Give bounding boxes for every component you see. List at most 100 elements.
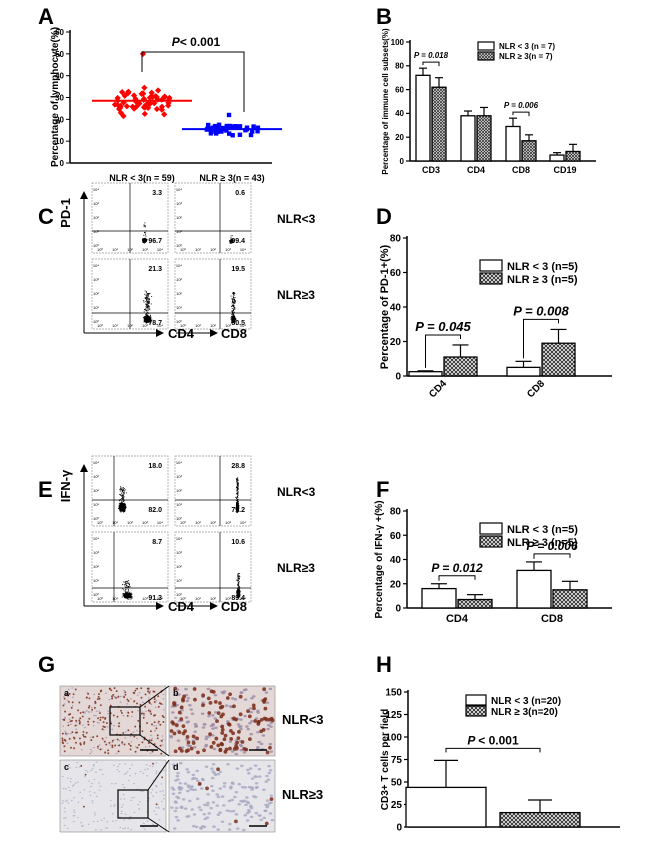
nucleus	[129, 775, 132, 777]
nucleus	[103, 817, 105, 819]
event-dot	[232, 239, 234, 241]
event-dot	[230, 317, 232, 319]
event-dot	[237, 496, 238, 497]
event-dot	[122, 494, 124, 496]
cd3-positive-cell	[136, 687, 139, 690]
event-dot	[232, 300, 234, 302]
cd3-positive-cell	[132, 691, 135, 694]
cd3-positive-cell	[208, 700, 213, 705]
event-dot	[128, 591, 130, 593]
nucleus	[158, 819, 161, 821]
event-dot	[236, 481, 238, 483]
event-dot	[237, 595, 239, 597]
nucleus	[250, 697, 254, 700]
cd3-positive-cell	[136, 702, 138, 705]
nucleus	[118, 740, 121, 742]
event-dot	[123, 493, 125, 495]
event-dot	[144, 318, 145, 320]
nucleus	[102, 739, 105, 741]
event-dot	[237, 500, 239, 502]
event-dot	[230, 237, 232, 239]
event-dot	[236, 591, 238, 593]
nucleus	[150, 734, 152, 736]
nucleus	[155, 786, 158, 788]
cd3-positive-cell	[108, 687, 111, 690]
event-dot	[236, 489, 238, 491]
cd3-positive-cell	[111, 695, 113, 698]
nucleus	[234, 752, 239, 756]
nucleus	[89, 736, 92, 738]
event-dot	[148, 293, 149, 295]
cd3-positive-cell	[124, 693, 127, 696]
cd3-positive-cell	[99, 716, 102, 719]
y-tick-label: 100	[391, 38, 405, 47]
event-dot	[238, 591, 240, 593]
nucleus	[105, 692, 107, 694]
event-dot	[146, 298, 148, 300]
nucleus	[81, 724, 84, 726]
arrow-head	[210, 329, 218, 337]
nucleus	[162, 698, 165, 700]
data-point-nlr-low	[148, 89, 155, 96]
event-dot	[144, 320, 146, 322]
legend-swatch	[479, 272, 503, 285]
event-dot	[125, 593, 127, 594]
x-tick-label: 10³	[225, 596, 231, 601]
event-dot	[122, 499, 124, 500]
event-dot	[122, 508, 124, 510]
event-dot	[230, 242, 232, 244]
cd3-positive-cell	[177, 730, 182, 735]
event-dot	[233, 304, 234, 306]
nucleus	[248, 707, 253, 710]
event-dot	[238, 589, 240, 591]
cd3-positive-cell	[142, 716, 145, 719]
event-dot	[237, 584, 239, 586]
nucleus	[71, 687, 74, 689]
event-dot	[229, 242, 231, 244]
event-dot	[122, 495, 124, 497]
category-label: CD8	[541, 613, 563, 625]
event-dot	[233, 315, 235, 317]
nucleus	[249, 710, 254, 714]
nucleus	[116, 765, 119, 768]
event-dot	[238, 583, 240, 585]
event-dot	[123, 505, 125, 506]
event-dot	[147, 309, 149, 311]
cd3-positive-cell	[68, 737, 71, 740]
event-dot	[120, 486, 121, 488]
nucleus	[261, 734, 266, 737]
event-dot	[120, 488, 122, 490]
cd3-positive-cell	[112, 693, 115, 696]
nucleus	[127, 827, 130, 829]
data-point-nlr-high	[237, 132, 243, 137]
cd3-positive-cell	[137, 719, 140, 722]
data-point-nlr-low	[141, 110, 148, 117]
event-dot	[122, 510, 124, 512]
event-dot	[145, 320, 147, 322]
data-point-nlr-high	[226, 124, 232, 129]
event-dot	[232, 305, 234, 307]
event-dot	[123, 584, 125, 586]
cd3-positive-cell	[179, 717, 184, 721]
image-sublabel: a	[64, 688, 70, 698]
event-dot	[143, 311, 145, 313]
event-dot	[144, 239, 146, 241]
event-dot	[237, 594, 239, 596]
event-dot	[120, 509, 122, 511]
cd3-positive-cell	[74, 688, 77, 691]
y-tick-label: 10³	[176, 550, 182, 555]
event-dot	[147, 295, 148, 297]
x-tick-label: 10⁰	[97, 323, 103, 328]
cd3-positive-cell	[191, 734, 196, 739]
event-dot	[146, 300, 148, 302]
dot-plot-frame	[174, 455, 252, 527]
data-point-nlr-high	[208, 131, 214, 136]
event-dot	[235, 508, 237, 510]
event-dot	[237, 507, 239, 509]
nucleus	[98, 722, 100, 724]
event-dot	[230, 239, 232, 241]
nucleus	[176, 739, 181, 742]
event-dot	[237, 596, 239, 598]
event-dot	[148, 306, 150, 308]
event-dot	[127, 594, 129, 596]
